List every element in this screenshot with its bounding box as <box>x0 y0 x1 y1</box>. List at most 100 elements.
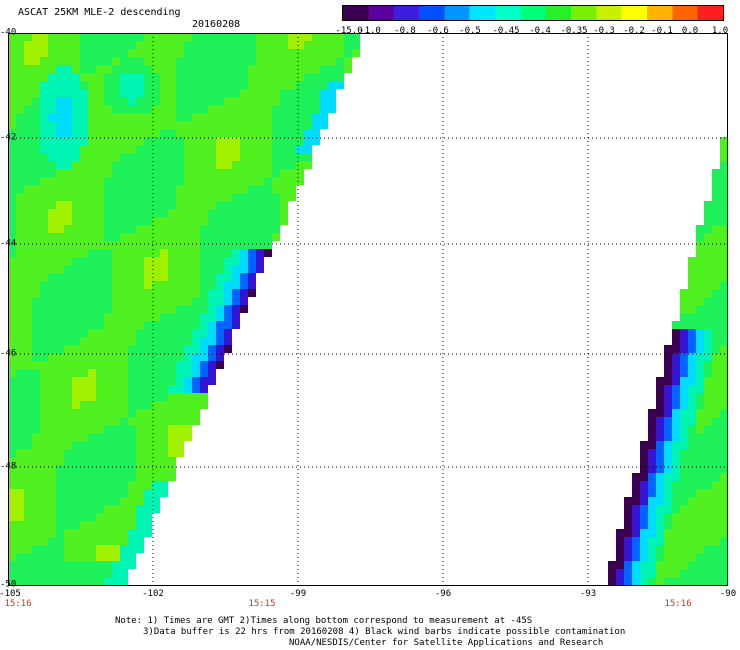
wind-cell <box>664 369 672 377</box>
wind-cell <box>184 129 192 137</box>
wind-cell <box>640 569 648 577</box>
wind-cell <box>648 521 656 529</box>
wind-cell <box>184 321 192 329</box>
wind-cell <box>336 73 344 81</box>
wind-cell <box>224 241 232 249</box>
wind-cell <box>32 281 40 289</box>
wind-cell <box>272 81 280 89</box>
wind-cell <box>200 305 208 313</box>
wind-cell <box>672 473 680 481</box>
wind-cell <box>248 153 256 161</box>
wind-cell <box>144 201 152 209</box>
wind-cell <box>96 65 104 73</box>
wind-cell <box>152 81 160 89</box>
wind-cell <box>320 81 328 89</box>
wind-cell <box>312 129 320 137</box>
wind-cell <box>216 169 224 177</box>
wind-cell <box>216 121 224 129</box>
wind-cell <box>216 193 224 201</box>
wind-cell <box>160 185 168 193</box>
wind-cell <box>72 537 80 545</box>
wind-cell <box>200 329 208 337</box>
wind-cell <box>176 281 184 289</box>
wind-cell <box>192 49 200 57</box>
wind-cell <box>192 169 200 177</box>
wind-cell <box>96 49 104 57</box>
wind-cell <box>200 289 208 297</box>
wind-cell <box>176 329 184 337</box>
wind-cell <box>144 225 152 233</box>
wind-cell <box>40 361 48 369</box>
wind-cell <box>40 113 48 121</box>
wind-cell <box>176 65 184 73</box>
wind-cell <box>200 265 208 273</box>
wind-cell <box>256 105 264 113</box>
wind-cell <box>672 385 680 393</box>
wind-cell <box>192 281 200 289</box>
wind-cell <box>8 225 16 233</box>
wind-cell <box>696 305 704 313</box>
wind-cell <box>640 577 648 585</box>
wind-cell <box>336 33 344 41</box>
wind-cell <box>200 233 208 241</box>
wind-cell <box>40 329 48 337</box>
wind-cell <box>168 321 176 329</box>
wind-cell <box>320 41 328 49</box>
wind-cell <box>120 457 128 465</box>
wind-cell <box>160 337 168 345</box>
wind-cell <box>696 281 704 289</box>
wind-cell <box>64 393 72 401</box>
wind-cell <box>8 441 16 449</box>
wind-cell <box>48 81 56 89</box>
wind-cell <box>16 457 24 465</box>
wind-cell <box>72 137 80 145</box>
wind-cell <box>64 337 72 345</box>
wind-cell <box>688 545 696 553</box>
wind-cell <box>248 281 256 289</box>
wind-cell <box>96 193 104 201</box>
wind-cell <box>192 113 200 121</box>
wind-cell <box>720 353 728 361</box>
wind-cell <box>656 577 664 585</box>
wind-cell <box>32 161 40 169</box>
wind-cell <box>56 577 64 585</box>
wind-cell <box>232 273 240 281</box>
wind-cell <box>232 145 240 153</box>
wind-cell <box>168 305 176 313</box>
wind-cell <box>152 193 160 201</box>
wind-cell <box>144 145 152 153</box>
wind-cell <box>312 113 320 121</box>
wind-cell <box>128 441 136 449</box>
wind-cell <box>128 401 136 409</box>
wind-cell <box>224 185 232 193</box>
wind-cell <box>696 505 704 513</box>
wind-cell <box>40 345 48 353</box>
wind-cell <box>216 113 224 121</box>
wind-cell <box>8 481 16 489</box>
wind-cell <box>704 465 712 473</box>
wind-cell <box>280 137 288 145</box>
wind-cell <box>80 569 88 577</box>
wind-cell <box>280 105 288 113</box>
wind-cell <box>16 337 24 345</box>
wind-cell <box>152 49 160 57</box>
wind-cell <box>136 513 144 521</box>
lon-label: -99 <box>289 589 307 599</box>
wind-cell <box>24 401 32 409</box>
wind-cell <box>696 297 704 305</box>
footnote: Note: 1) Times are GMT 2)Times along bot… <box>115 616 533 626</box>
wind-cell <box>32 289 40 297</box>
wind-cell <box>136 345 144 353</box>
wind-cell <box>664 393 672 401</box>
wind-cell <box>712 369 720 377</box>
wind-cell <box>24 521 32 529</box>
wind-cell <box>8 345 16 353</box>
wind-cell <box>168 121 176 129</box>
wind-cell <box>48 73 56 81</box>
wind-cell <box>336 81 344 89</box>
wind-cell <box>288 81 296 89</box>
wind-cell <box>712 577 720 585</box>
wind-cell <box>704 369 712 377</box>
wind-cell <box>328 89 336 97</box>
wind-cell <box>40 385 48 393</box>
